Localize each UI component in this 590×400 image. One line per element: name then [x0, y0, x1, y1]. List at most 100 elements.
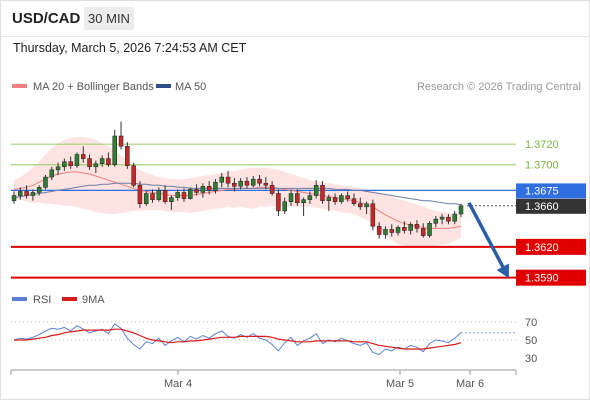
candle-body: [244, 180, 250, 186]
candle-body: [358, 203, 363, 208]
candle-body: [250, 178, 256, 186]
candle-body: [87, 158, 92, 168]
candle-body: [402, 227, 407, 231]
candle-body: [131, 165, 136, 186]
forecast-arrow: [467, 201, 509, 279]
candle-body: [225, 176, 231, 184]
candle: [420, 223, 426, 238]
candle-body: [383, 229, 388, 235]
resistance-label: 1.3720: [525, 139, 559, 151]
candle-body: [99, 158, 105, 164]
moving-averages: [13, 171, 462, 229]
legend-ma50-label: MA 50: [175, 81, 206, 93]
candle-body: [345, 195, 350, 199]
candle: [446, 214, 451, 225]
x-tick-label: Mar 4: [164, 378, 192, 390]
candle-body: [313, 185, 319, 196]
x-axis-ticks: Mar 4 Mar 5 Mar 6: [10, 370, 517, 390]
candle: [376, 222, 382, 239]
candle-body: [232, 182, 237, 187]
forecast-arrow-head: [496, 263, 509, 279]
candle-body: [238, 180, 243, 187]
candle-body: [351, 198, 357, 205]
candle-body: [49, 169, 55, 178]
candle-body: [30, 192, 36, 196]
candle: [427, 221, 432, 238]
candle-body: [395, 227, 401, 233]
candle-body: [288, 193, 294, 202]
candle: [326, 194, 332, 211]
candle-body: [93, 163, 99, 168]
candle: [93, 160, 99, 173]
candle-body: [11, 195, 17, 201]
candle: [125, 142, 130, 169]
header-divider: [0, 36, 590, 37]
credit-text: Research © 2026 Trading Central: [417, 81, 581, 93]
candle: [30, 189, 36, 201]
candle: [131, 162, 136, 188]
candle-body: [446, 216, 451, 222]
candle: [11, 191, 17, 204]
candle-body: [206, 186, 212, 191]
candle: [219, 172, 225, 188]
candle: [408, 222, 413, 235]
symbol-label: USD/CAD: [12, 10, 81, 27]
candle: [175, 189, 180, 201]
candle-body: [414, 224, 420, 229]
candle-body: [326, 197, 332, 201]
candle-body: [194, 189, 199, 193]
legend-9ma-label: 9MA: [82, 294, 105, 306]
candle-body: [106, 158, 111, 165]
candle-body: [420, 228, 426, 236]
rsi-tick-label: 50: [525, 335, 537, 347]
candle: [188, 187, 193, 200]
pivot-badge: [516, 183, 586, 199]
rsi-tick-label: 30: [525, 353, 537, 365]
candle-body: [137, 185, 143, 205]
rsi-panel: 70 50 30: [11, 317, 537, 365]
header-bar: USD/CAD 30 MIN: [0, 0, 590, 36]
candle: [118, 121, 124, 150]
candle: [269, 181, 275, 196]
last-price-badge: [516, 198, 586, 214]
legend-rsi-label: RSI: [33, 294, 51, 306]
candle: [156, 187, 162, 202]
candle: [332, 193, 338, 205]
legend-ma20-label: MA 20 + Bollinger Bands: [33, 81, 154, 93]
forecast-arrow-shaft: [467, 201, 509, 276]
candle: [200, 183, 206, 198]
candle-body: [175, 192, 180, 198]
candle: [320, 181, 325, 204]
candle-body: [200, 186, 206, 193]
candle-body: [188, 189, 193, 199]
candle-body: [181, 192, 187, 199]
candle-body: [433, 218, 439, 224]
candle: [36, 185, 42, 196]
candle-body: [282, 201, 287, 212]
candle-body: [389, 229, 394, 233]
timeframe-button[interactable]: 30 MIN: [84, 7, 134, 30]
candle-body: [156, 190, 162, 200]
candle-body: [125, 146, 130, 167]
candle-body: [143, 193, 149, 205]
rsi-tick-label: 70: [525, 317, 537, 329]
candle: [244, 177, 250, 189]
candle-body: [62, 161, 67, 168]
candle: [68, 156, 73, 169]
candle: [99, 155, 105, 167]
ma50-line: [13, 182, 462, 206]
candle-body: [263, 182, 269, 186]
resistance-label: 1.3700: [525, 160, 559, 172]
candle-body: [150, 193, 155, 200]
candle-body: [339, 195, 344, 202]
level-labels: 1.3720 1.3700 1.3675 1.3660 1.3620 1.3590: [516, 139, 586, 286]
candle: [364, 201, 369, 215]
candle: [81, 146, 86, 163]
candle-body: [219, 176, 225, 183]
x-tick-label: Mar 5: [386, 378, 414, 390]
legend-ma50-swatch: [156, 84, 171, 88]
candle: [87, 154, 92, 170]
candle-body: [36, 187, 42, 193]
support-badge: [516, 269, 586, 286]
support-badge: [516, 238, 586, 255]
